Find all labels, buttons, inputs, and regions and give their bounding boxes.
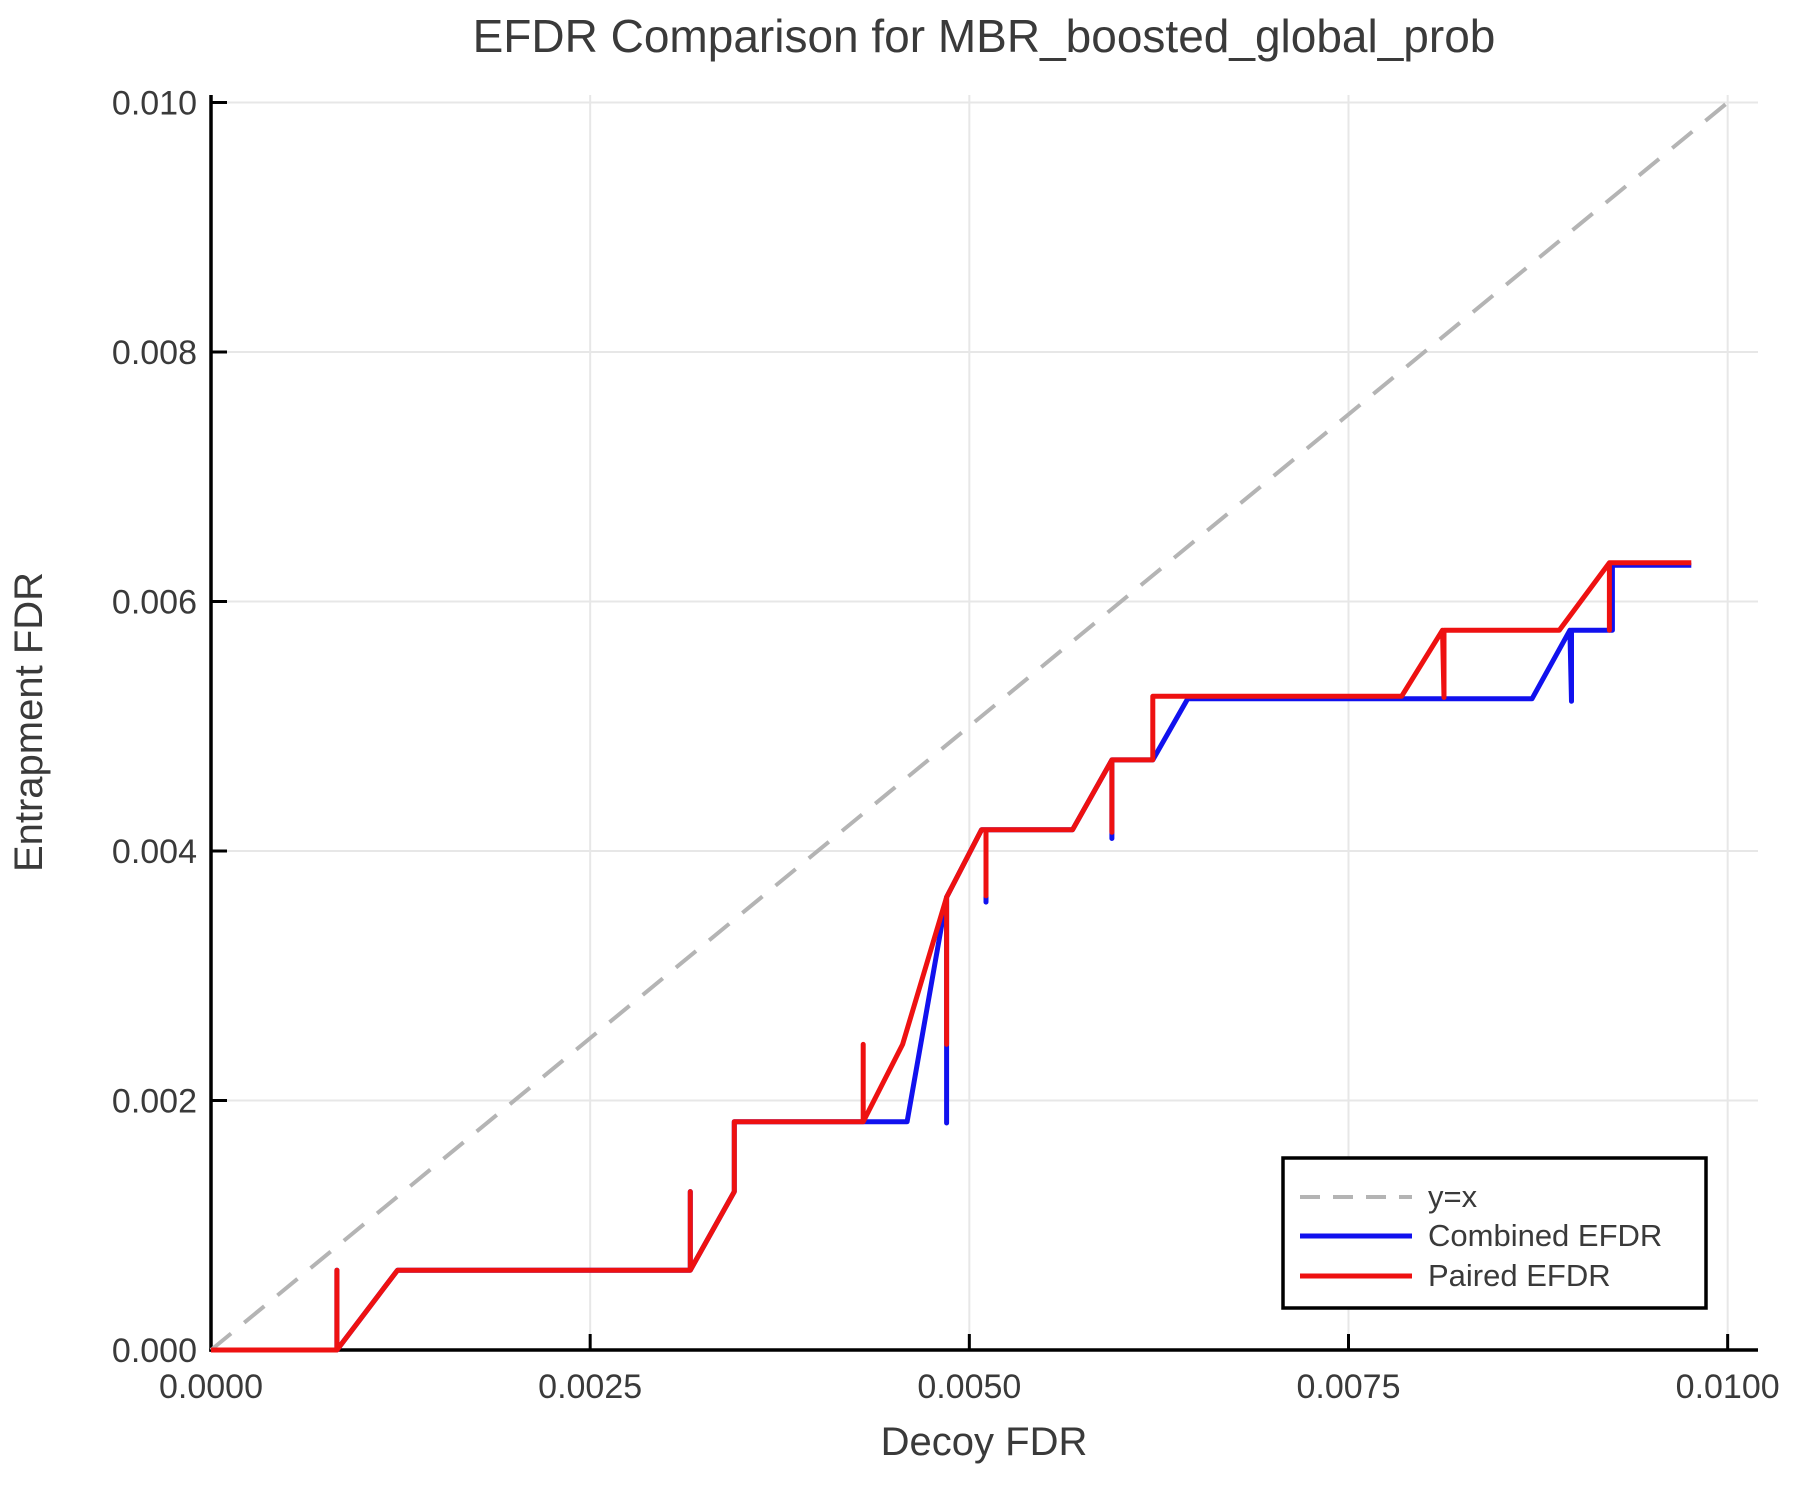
legend-label-paired-efdr: Paired EFDR xyxy=(1428,1258,1611,1293)
y-tick-label: 0.010 xyxy=(112,84,197,122)
legend-label-combined-efdr: Combined EFDR xyxy=(1428,1218,1662,1253)
chart-title: EFDR Comparison for MBR_boosted_global_p… xyxy=(473,10,1496,62)
identity-line xyxy=(209,100,1729,1352)
legend: y=x Combined EFDR Paired EFDR xyxy=(1281,1156,1708,1310)
x-tick-label: 0.0000 xyxy=(159,1368,263,1406)
y-tick-label: 0.002 xyxy=(112,1082,197,1120)
y-tick-label: 0.008 xyxy=(112,334,197,372)
x-tick-label: 0.0100 xyxy=(1676,1368,1780,1406)
y-tick-label: 0.006 xyxy=(112,583,197,621)
data-series xyxy=(209,100,1729,1353)
y-tick-label: 0.004 xyxy=(112,833,197,871)
legend-label-identity: y=x xyxy=(1428,1179,1478,1214)
axes-spines xyxy=(209,95,1758,1352)
y-axis-label: Entrapment FDR xyxy=(7,572,51,872)
y-tick-label: 0.000 xyxy=(112,1332,197,1370)
x-tick-label: 0.0025 xyxy=(538,1368,642,1406)
x-tick-label: 0.0075 xyxy=(1297,1368,1401,1406)
legend-box xyxy=(1281,1156,1708,1310)
paired-efdr-line xyxy=(211,560,1692,1353)
tick-labels: 0.0000 0.0025 0.0050 0.0075 0.0100 0.000 0.002… xyxy=(112,84,1780,1406)
x-axis-label: Decoy FDR xyxy=(881,1420,1088,1464)
x-tick-label: 0.0050 xyxy=(917,1368,1021,1406)
